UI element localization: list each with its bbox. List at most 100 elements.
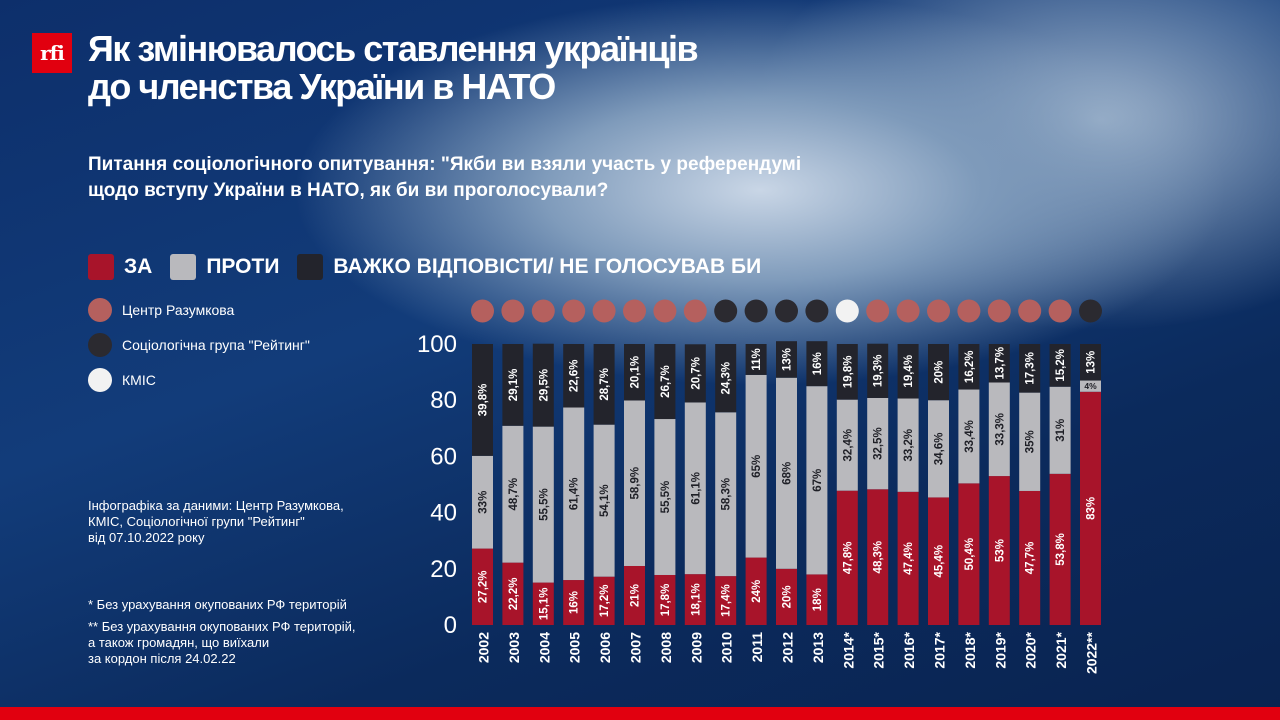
bar-segment [1019, 490, 1041, 625]
source-dot-2014 [835, 299, 859, 323]
bar-segment [928, 344, 949, 401]
x-tick-label: 2003 [506, 632, 522, 663]
bar-segment [472, 344, 493, 456]
data-label: 17,2% [599, 585, 611, 618]
data-label: 29,5% [538, 369, 550, 402]
source-dot-2018 [957, 299, 981, 323]
data-label: 65% [751, 455, 763, 478]
y-tick-label: 40 [430, 500, 457, 527]
data-label: 26,7% [660, 365, 672, 398]
data-label: 55,5% [538, 488, 550, 521]
data-label: 68% [782, 462, 794, 485]
x-tick-label: 2008 [658, 632, 674, 663]
bar-segment [502, 425, 524, 563]
bar-segment [988, 382, 1010, 477]
source-rating: Соціологічна група "Рейтинг" [88, 333, 310, 357]
bar-segment [472, 455, 493, 549]
data-label: 33% [478, 491, 490, 514]
y-tick-label: 0 [444, 612, 457, 639]
footnote-2: ** Без урахування окупованих РФ територі… [88, 619, 356, 667]
x-tick-label: 2006 [597, 632, 613, 663]
bar-segment [1049, 473, 1071, 625]
data-label: 55,5% [660, 481, 672, 514]
data-label: 45,4% [934, 545, 946, 578]
bar-segment [715, 344, 737, 413]
data-label: 48,3% [873, 541, 885, 574]
data-label: 19,8% [842, 356, 854, 389]
source-dot-2004 [531, 299, 555, 323]
data-label: 67% [812, 469, 824, 492]
bar-segment [806, 341, 828, 387]
info-line-3: від 07.10.2022 року [88, 530, 205, 545]
source-dot-2009 [683, 299, 707, 323]
source-dot-2020 [1018, 299, 1042, 323]
bar-segment [928, 497, 949, 625]
data-label: 32,4% [842, 429, 854, 462]
legend-label-against: ПРОТИ [206, 255, 280, 278]
bar-segment [745, 344, 767, 375]
bar-segment [472, 548, 493, 625]
bar-segment [867, 489, 889, 625]
data-label: 16,2% [964, 350, 976, 383]
data-label: 50,4% [964, 538, 976, 571]
bar-segment [1080, 344, 1101, 381]
data-label: 22,6% [569, 359, 581, 392]
legend-item-against: ПРОТИ [170, 254, 279, 280]
data-label: 47,4% [903, 542, 915, 575]
data-label: 33,3% [994, 413, 1006, 446]
source-dot-2003 [501, 299, 525, 323]
data-label: 34,6% [934, 433, 946, 466]
data-label: 54,1% [599, 484, 611, 517]
bar-segment [836, 399, 858, 491]
bar-segment [958, 483, 980, 625]
source-dot-2021 [1048, 299, 1072, 323]
data-label: 39,8% [478, 384, 490, 417]
data-label: 58,3% [721, 478, 733, 511]
source-dot-2017 [927, 299, 950, 323]
source-dot-2015 [866, 299, 890, 323]
bar-segment [806, 386, 828, 575]
bar-segment [654, 574, 676, 625]
bar-segment [624, 565, 645, 625]
data-label: 29,1% [508, 369, 520, 402]
x-tick-label: 2002 [476, 632, 492, 663]
data-label: 24,3% [721, 362, 733, 395]
data-label: 33,4% [964, 420, 976, 453]
bar-segment [867, 343, 889, 398]
bar-segment [897, 398, 919, 492]
legend-label-for: ЗА [124, 255, 153, 278]
legend-swatch-for [88, 254, 114, 280]
bar-segment [624, 344, 645, 401]
page-title: Як змінювалось ставлення українців до чл… [88, 30, 699, 106]
source-label-rating: Соціологічна група "Рейтинг" [122, 337, 310, 353]
source-dot-kmis [88, 368, 112, 392]
data-label: 22,2% [508, 578, 520, 611]
info-line-1: Інфографіка за даними: Центр Разумкова, [88, 498, 344, 513]
source-dot-2005 [562, 299, 586, 323]
bar-segment [988, 344, 1010, 383]
bar-segment [563, 580, 585, 625]
x-tick-label: 2017* [932, 631, 948, 668]
bar-segment [745, 374, 767, 558]
data-label: 24% [751, 580, 763, 603]
x-tick-label: 2009 [688, 632, 704, 663]
x-tick-label: 2020* [1023, 631, 1039, 668]
survey-question: Питання соціологічного опитування: "Якби… [88, 152, 908, 204]
data-label: 20% [782, 585, 794, 608]
data-label: 47,8% [842, 542, 854, 575]
question-line-2: щодо вступу України в НАТО, як би ви про… [88, 180, 609, 201]
bar-segment [836, 344, 858, 400]
data-label: 47,7% [1025, 542, 1037, 575]
bar-segment [715, 412, 737, 577]
bar-segment [593, 576, 615, 625]
bar-segment [684, 344, 706, 403]
y-tick-label: 60 [430, 443, 457, 470]
x-tick-label: 2016* [901, 631, 917, 668]
bar-segment [532, 343, 554, 427]
source-label-kmis: КМІС [122, 372, 156, 388]
source-razumkov: Центр Разумкова [88, 298, 234, 322]
source-dot-2022 [1079, 299, 1102, 323]
data-label: 18,1% [690, 583, 702, 616]
bar-segment [1019, 392, 1041, 491]
